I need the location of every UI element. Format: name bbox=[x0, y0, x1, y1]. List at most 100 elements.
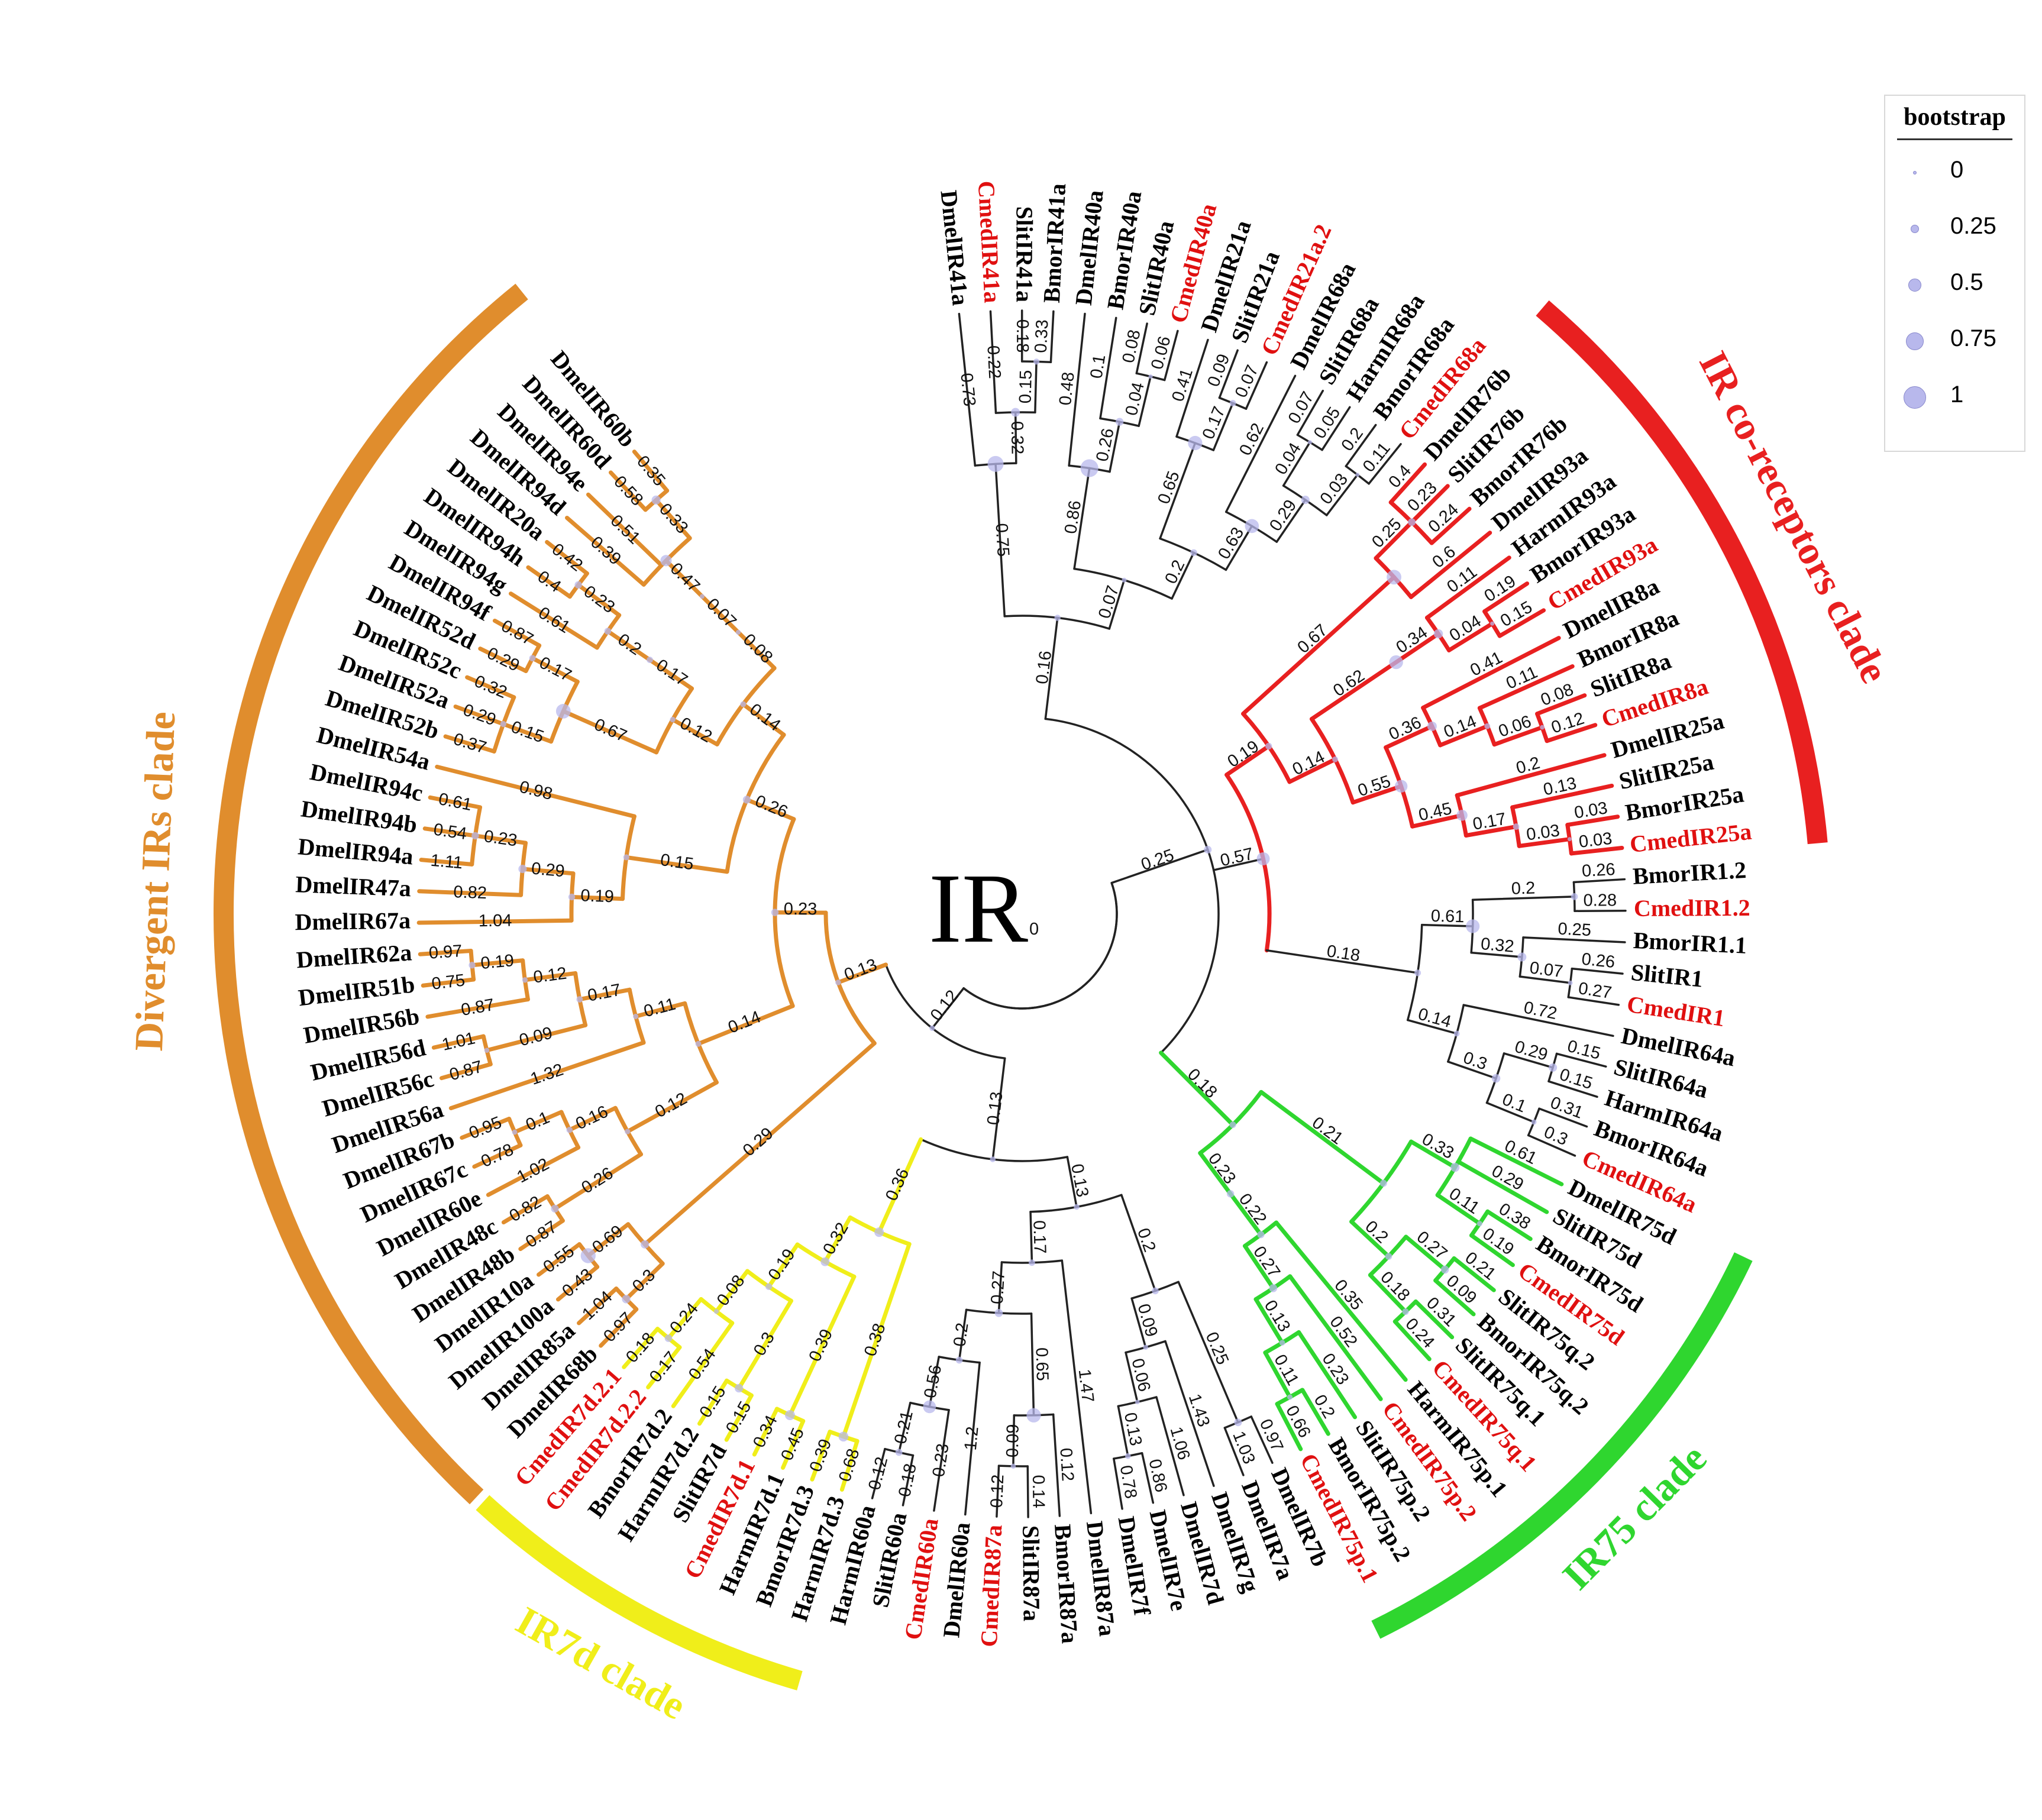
legend-marker bbox=[1906, 332, 1924, 350]
bootstrap-label: 1.06 bbox=[1167, 1425, 1194, 1462]
bootstrap-marker bbox=[529, 655, 536, 662]
bootstrap-markers bbox=[469, 358, 1578, 1469]
bootstrap-label: 0.34 bbox=[749, 1412, 781, 1451]
bootstrap-label: 0.32 bbox=[471, 672, 509, 703]
bootstrap-label: 1.04 bbox=[479, 911, 512, 930]
branch bbox=[1224, 374, 1297, 513]
bootstrap-label: 0.18 bbox=[1013, 319, 1032, 353]
bootstrap-marker bbox=[1287, 1394, 1293, 1400]
bootstrap-label: 0.1 bbox=[1500, 1090, 1529, 1117]
branch bbox=[991, 1057, 1006, 1160]
bootstrap-label: 1.02 bbox=[514, 1155, 552, 1187]
bootstrap-label: 0.18 bbox=[895, 1462, 920, 1499]
branch bbox=[537, 1242, 581, 1277]
branch bbox=[670, 717, 719, 746]
bootstrap-marker bbox=[1135, 1399, 1140, 1405]
bootstrap-label: 0.03 bbox=[1525, 821, 1560, 844]
bootstrap-marker bbox=[835, 979, 841, 985]
leaf-label: CmedIR25a bbox=[1629, 818, 1753, 858]
branch bbox=[416, 918, 574, 925]
branch bbox=[1421, 636, 1561, 710]
branch bbox=[1125, 1351, 1139, 1404]
bootstrap-marker bbox=[1279, 1340, 1285, 1346]
bootstrap-marker bbox=[1265, 742, 1272, 750]
branch bbox=[1424, 555, 1511, 620]
branch bbox=[1374, 520, 1414, 561]
branch bbox=[1012, 1414, 1016, 1467]
branch bbox=[1049, 310, 1055, 364]
branch bbox=[440, 1062, 493, 1081]
bootstrap-marker bbox=[742, 796, 751, 804]
branch bbox=[744, 797, 796, 822]
bootstrap-marker bbox=[1427, 721, 1437, 731]
bootstrap-label: 0.54 bbox=[432, 820, 468, 844]
branch bbox=[478, 646, 528, 673]
legend-marker bbox=[1913, 171, 1917, 174]
legend-value: 0.5 bbox=[1950, 269, 1983, 295]
branch bbox=[622, 1327, 660, 1369]
bootstrap-label: 0.15 bbox=[1558, 1065, 1595, 1094]
bootstrap-marker bbox=[820, 1257, 830, 1266]
bootstrap-marker bbox=[651, 495, 661, 505]
branch bbox=[1297, 1330, 1357, 1420]
bootstrap-marker bbox=[1188, 435, 1203, 451]
bootstrap-marker bbox=[623, 854, 629, 861]
bootstrap-label: 0.18 bbox=[1377, 1268, 1413, 1305]
bootstrap-label: 0.15 bbox=[1565, 1037, 1602, 1063]
legend-value: 1 bbox=[1950, 382, 1964, 408]
bootstrap-marker bbox=[1234, 1418, 1242, 1427]
branch bbox=[787, 1274, 857, 1417]
branch bbox=[1350, 784, 1404, 805]
bootstrap-label: 0.87 bbox=[498, 616, 537, 649]
bootstrap-label: 0.29 bbox=[531, 859, 566, 881]
bootstrap-label: 0.27 bbox=[988, 1271, 1009, 1305]
branch bbox=[1218, 349, 1239, 399]
bootstrap-label: 0.16 bbox=[1033, 650, 1055, 686]
branch bbox=[1503, 1052, 1554, 1069]
branch bbox=[1241, 575, 1397, 716]
leaf-label: BmorIR41a bbox=[1038, 183, 1071, 303]
branch bbox=[1394, 632, 1441, 665]
branch bbox=[1061, 1259, 1093, 1515]
branch bbox=[1468, 1136, 1564, 1187]
bootstrap-marker bbox=[1204, 845, 1212, 854]
branch bbox=[492, 618, 542, 648]
bootstrap-label: 0.12 bbox=[927, 987, 962, 1024]
legend-marker bbox=[1908, 279, 1921, 292]
bootstrap-label: 0.17 bbox=[586, 981, 622, 1006]
leaf-label: BmorIR1.2 bbox=[1632, 856, 1747, 890]
bootstrap-marker bbox=[874, 1227, 884, 1237]
bootstrap-label: 0.2 bbox=[1511, 879, 1535, 898]
branch bbox=[1223, 1427, 1245, 1476]
leaf-label: CmedIR87a bbox=[975, 1524, 1007, 1647]
bootstrap-marker bbox=[838, 1431, 849, 1442]
bootstrap-marker bbox=[695, 1040, 702, 1047]
branch bbox=[1155, 1396, 1185, 1496]
bootstrap-label: 0.1 bbox=[1087, 353, 1109, 380]
branch bbox=[1259, 1090, 1386, 1186]
bootstrap-label: 0.95 bbox=[466, 1113, 504, 1143]
branch bbox=[752, 1407, 779, 1457]
branch bbox=[1117, 1405, 1129, 1457]
branch bbox=[1135, 322, 1148, 374]
legend-item: 0 bbox=[1885, 152, 2024, 193]
branch bbox=[1224, 525, 1253, 571]
bootstrap-label: 0.22 bbox=[983, 345, 1004, 379]
bootstrap-marker bbox=[1229, 400, 1236, 406]
branch bbox=[1455, 753, 1607, 798]
leaf-label: DmelIR67a bbox=[295, 907, 411, 935]
bootstrap-marker bbox=[1394, 780, 1408, 793]
bootstrap-label: 0.23 bbox=[784, 900, 818, 919]
bootstrap-marker bbox=[1029, 1259, 1035, 1266]
bootstrap-label: 0.14 bbox=[725, 1007, 763, 1037]
bootstrap-label: 0.75 bbox=[991, 523, 1012, 557]
bootstrap-label: 0.19 bbox=[1224, 737, 1263, 771]
branch bbox=[418, 948, 473, 956]
bootstrap-marker bbox=[1148, 374, 1153, 379]
branch bbox=[465, 675, 516, 700]
branch bbox=[841, 1242, 912, 1439]
branch bbox=[1113, 1457, 1123, 1510]
bootstrap-label: 1.47 bbox=[1075, 1368, 1097, 1404]
bootstrap-label: 0.21 bbox=[891, 1409, 917, 1446]
branch bbox=[484, 1023, 588, 1053]
